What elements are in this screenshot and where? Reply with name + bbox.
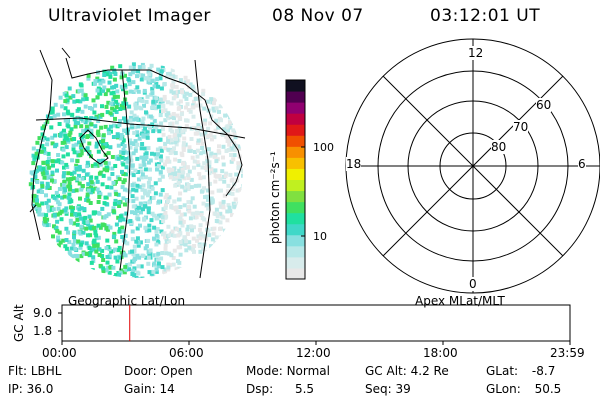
time-label: 03:12:01 UT [430,6,541,26]
colorbar-block [286,190,305,203]
status-flt: Flt: LBHL [8,364,62,378]
x-label-0600: 06:00 [169,346,204,360]
altitude-ylabel: GC Alt [12,304,26,342]
colorbar-block [286,124,305,136]
y-label-9: 9.0 [33,306,53,320]
colorbar-block [286,113,305,125]
colorbar-block [286,234,305,247]
status-glat: GLat: -8.7 [486,364,556,378]
mlt-label-6: 6 [578,157,586,171]
status-gc-alt: GC Alt: 4.2 Re [365,364,449,378]
status-seq: Seq: 39 [365,382,411,396]
instrument-title: Ultraviolet Imager [48,6,211,26]
x-label-2359: 23:59 [550,346,585,360]
colorbar-block [286,168,305,180]
mlt-label-18: 18 [346,157,362,171]
colorbar-block [286,245,305,258]
colorbar-block [286,146,305,158]
x-label-1800: 18:00 [423,346,458,360]
status-ip: IP: 36.0 [8,382,54,396]
mlat-label-70: 70 [513,120,529,134]
status-door: Door: Open [124,364,193,378]
x-label-1200: 12:00 [296,346,331,360]
mlat-label-60: 60 [536,98,552,112]
map-overlay [29,47,246,279]
x-label-0000: 00:00 [42,346,77,360]
date-label: 08 Nov 07 [272,6,364,26]
mlt-label-12: 12 [468,46,484,60]
colorbar-block [286,256,305,269]
status-gain: Gain: 14 [124,382,175,396]
mlt-label-0: 0 [469,277,477,291]
colorbar-block [286,91,305,103]
colorbar-tick-100: 100 [313,141,334,154]
colorbar-block [286,212,305,225]
colorbar-block [286,135,305,147]
status-glon: GLon: 50.5 [486,382,562,396]
colorbar-block [286,157,305,169]
colorbar-block [286,267,305,280]
altitude-frame [61,304,571,342]
colorbar-tick-10: 10 [313,230,327,243]
colorbar-block [286,80,305,92]
status-mode: Mode: Normal [246,364,330,378]
mlat-label-80: 80 [491,140,507,154]
colorbar-block [286,102,305,114]
colorbar-block [286,179,305,192]
status-dsp: Dsp: 5.5 [246,382,315,396]
y-label-1-8: 1.8 [33,324,53,338]
colorbar-block [286,223,305,236]
colorbar-block [286,201,305,214]
